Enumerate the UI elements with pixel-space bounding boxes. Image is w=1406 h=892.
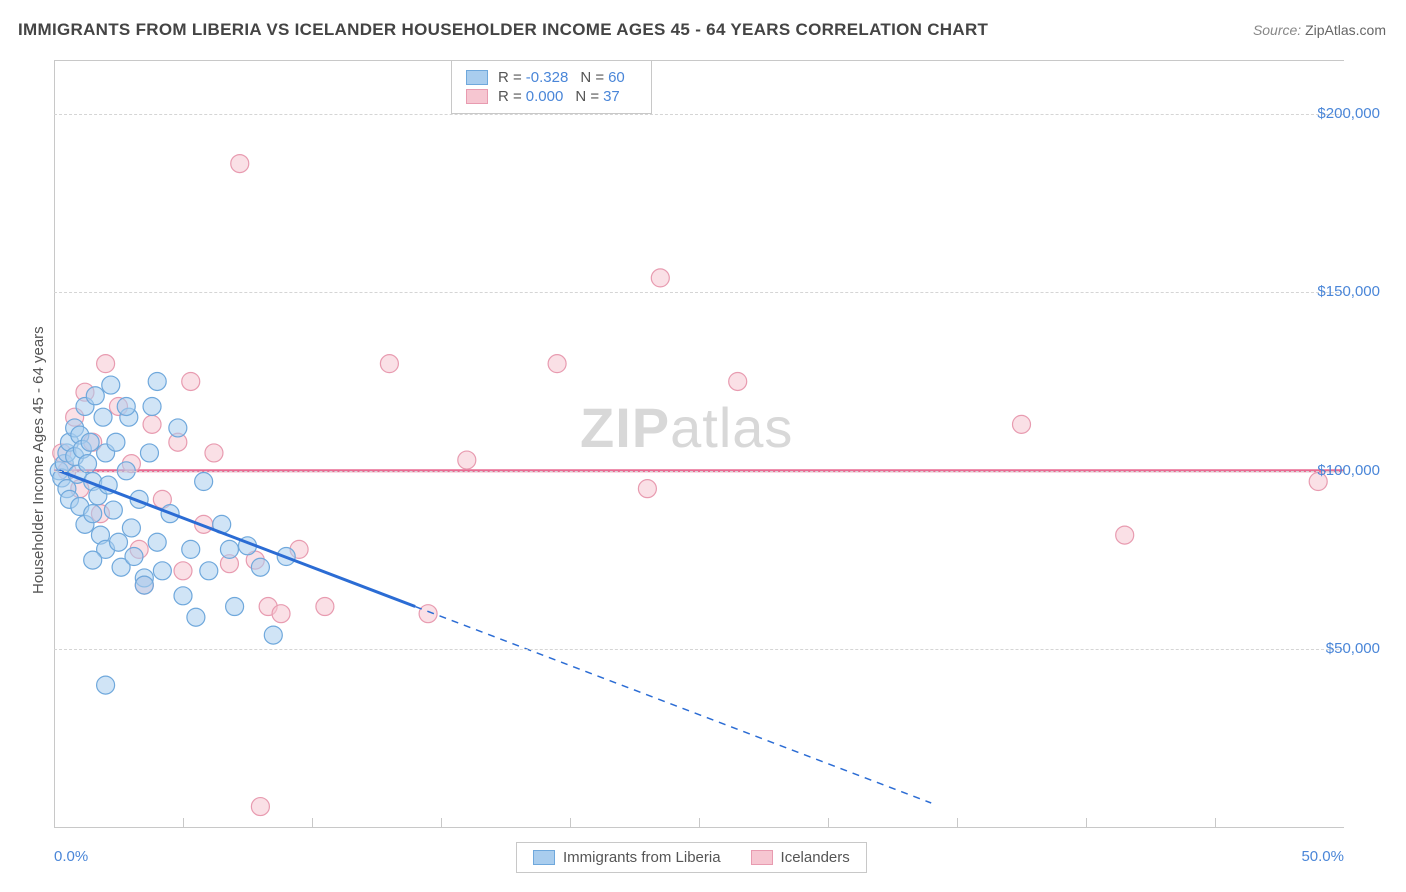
y-tick-label: $50,000: [1280, 640, 1380, 657]
data-point-liberia: [97, 676, 115, 694]
gridline: [54, 292, 1344, 293]
data-point-liberia: [102, 376, 120, 394]
data-point-liberia: [143, 397, 161, 415]
x-tick-label: 50.0%: [1294, 848, 1344, 865]
data-point-liberia: [86, 387, 104, 405]
data-point-liberia: [182, 540, 200, 558]
y-tick-label: $150,000: [1280, 283, 1380, 300]
x-minor-tick: [312, 818, 313, 828]
n-label: N =: [580, 69, 604, 86]
data-point-liberia: [148, 372, 166, 390]
r-value: -0.328: [526, 69, 569, 86]
series-legend: Immigrants from Liberia Icelanders: [516, 842, 867, 873]
gridline: [54, 649, 1344, 650]
legend-swatch-icon: [466, 70, 488, 85]
data-point-icelanders: [251, 798, 269, 816]
data-point-icelanders: [638, 480, 656, 498]
y-axis-label: Householder Income Ages 45 - 64 years: [30, 326, 47, 594]
legend-stat-row: R =0.000 N =37: [466, 88, 637, 105]
x-minor-tick: [441, 818, 442, 828]
source-label: Source:: [1253, 22, 1301, 38]
legend-swatch-icon: [533, 850, 555, 865]
data-point-icelanders: [272, 605, 290, 623]
legend-series-item: Icelanders: [751, 849, 850, 866]
data-point-icelanders: [174, 562, 192, 580]
y-tick-label: $100,000: [1280, 462, 1380, 479]
data-point-liberia: [84, 551, 102, 569]
x-minor-tick: [1086, 818, 1087, 828]
data-point-liberia: [148, 533, 166, 551]
data-point-liberia: [104, 501, 122, 519]
data-point-liberia: [264, 626, 282, 644]
data-point-liberia: [195, 473, 213, 491]
r-label: R =: [498, 69, 522, 86]
data-point-liberia: [107, 433, 125, 451]
data-point-liberia: [187, 608, 205, 626]
data-point-liberia: [135, 576, 153, 594]
data-point-liberia: [153, 562, 171, 580]
data-point-liberia: [122, 519, 140, 537]
data-point-icelanders: [458, 451, 476, 469]
data-point-liberia: [84, 505, 102, 523]
x-minor-tick: [1215, 818, 1216, 828]
data-point-liberia: [174, 587, 192, 605]
data-point-icelanders: [1013, 415, 1031, 433]
data-point-liberia: [200, 562, 218, 580]
data-point-icelanders: [205, 444, 223, 462]
data-point-liberia: [251, 558, 269, 576]
correlation-legend: R =-0.328N =60R =0.000N =37: [451, 60, 652, 114]
data-point-icelanders: [419, 605, 437, 623]
data-point-icelanders: [97, 355, 115, 373]
x-minor-tick: [828, 818, 829, 828]
data-point-icelanders: [182, 372, 200, 390]
data-point-liberia: [125, 548, 143, 566]
gridline: [54, 471, 1344, 472]
data-point-icelanders: [380, 355, 398, 373]
chart-title: IMMIGRANTS FROM LIBERIA VS ICELANDER HOU…: [18, 20, 988, 40]
data-point-icelanders: [548, 355, 566, 373]
data-point-icelanders: [1116, 526, 1134, 544]
data-point-liberia: [117, 397, 135, 415]
n-label: N =: [575, 88, 599, 105]
data-point-liberia: [110, 533, 128, 551]
trend-line-liberia-dash: [415, 607, 931, 803]
data-point-icelanders: [729, 372, 747, 390]
x-minor-tick: [183, 818, 184, 828]
data-point-liberia: [169, 419, 187, 437]
legend-stat-row: R =-0.328 N =60: [466, 69, 637, 86]
x-minor-tick: [957, 818, 958, 828]
n-value: 37: [603, 88, 620, 105]
data-point-liberia: [226, 598, 244, 616]
series-label: Immigrants from Liberia: [563, 849, 721, 866]
x-minor-tick: [570, 818, 571, 828]
r-label: R =: [498, 88, 522, 105]
n-value: 60: [608, 69, 625, 86]
legend-swatch-icon: [466, 89, 488, 104]
x-minor-tick: [699, 818, 700, 828]
source-attribution: Source: ZipAtlas.com: [1253, 22, 1386, 38]
data-point-icelanders: [316, 598, 334, 616]
x-tick-label: 0.0%: [54, 848, 88, 865]
y-tick-label: $200,000: [1280, 105, 1380, 122]
data-point-icelanders: [651, 269, 669, 287]
data-point-liberia: [140, 444, 158, 462]
series-label: Icelanders: [781, 849, 850, 866]
source-site: ZipAtlas.com: [1305, 22, 1386, 38]
data-point-icelanders: [231, 155, 249, 173]
data-point-liberia: [81, 433, 99, 451]
data-point-liberia: [220, 540, 238, 558]
gridline: [54, 114, 1344, 115]
data-point-icelanders: [143, 415, 161, 433]
data-point-liberia: [94, 408, 112, 426]
legend-swatch-icon: [751, 850, 773, 865]
r-value: 0.000: [526, 88, 564, 105]
legend-series-item: Immigrants from Liberia: [533, 849, 721, 866]
scatter-plot: [54, 60, 1344, 828]
